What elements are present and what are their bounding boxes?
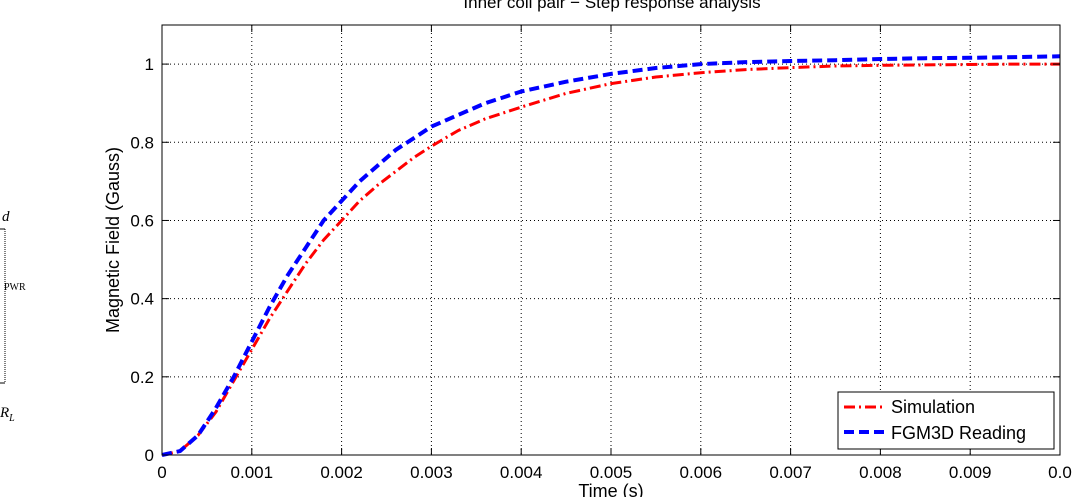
y-tick-label: 0 xyxy=(145,446,154,465)
legend-label-simulation: Simulation xyxy=(891,397,975,417)
x-tick-label: 0.008 xyxy=(859,463,902,482)
chart-title: Inner coil pair − Step response analysis xyxy=(463,0,760,12)
x-tick-label: 0.006 xyxy=(680,463,723,482)
x-tick-label: 0.007 xyxy=(769,463,812,482)
legend: Simulation FGM3D Reading xyxy=(837,391,1055,450)
x-tick-label: 0.0 xyxy=(1048,463,1072,482)
circuit-label-d: d xyxy=(2,209,10,225)
circuit-label-r-sub: L xyxy=(8,413,15,424)
x-tick-label: 0.004 xyxy=(500,463,543,482)
series-line-fgm3d-reading xyxy=(161,54,1061,457)
circuit-label-pwr: PWR xyxy=(4,282,26,293)
y-tick-label: 0.8 xyxy=(130,133,154,152)
series-line-simulation xyxy=(161,62,1060,457)
x-tick-label: 0.005 xyxy=(590,463,633,482)
x-tick-label: 0.009 xyxy=(949,463,992,482)
x-tick-label: 0.001 xyxy=(231,463,274,482)
circuit-label-rl: RL xyxy=(0,405,15,424)
x-tick-label: 0.003 xyxy=(410,463,453,482)
legend-box xyxy=(837,391,1055,450)
x-tick-labels: 0 0.001 0.002 0.003 0.004 0.005 0.006 0.007 0.00… xyxy=(157,463,1072,482)
x-tick-label: 0 xyxy=(157,463,166,482)
circuit-label-r: R xyxy=(0,405,9,421)
x-tick-label: 0.002 xyxy=(320,463,363,482)
tick-marks xyxy=(161,25,1061,456)
y-tick-labels: 0 0.2 0.4 0.6 0.8 1 xyxy=(130,55,154,465)
y-tick-label: 1 xyxy=(145,55,154,74)
y-axis-label: Magnetic Field (Gauss) xyxy=(103,147,123,333)
grid xyxy=(162,25,1060,455)
x-axis-label: Time (s) xyxy=(578,481,643,497)
circuit-fragment: d PWR RL xyxy=(0,209,26,424)
series-layer xyxy=(161,54,1061,457)
legend-label-fgm3d: FGM3D Reading xyxy=(891,423,1026,443)
y-tick-label: 0.4 xyxy=(130,290,154,309)
y-tick-label: 0.6 xyxy=(130,211,154,230)
y-tick-label: 0.2 xyxy=(130,368,154,387)
